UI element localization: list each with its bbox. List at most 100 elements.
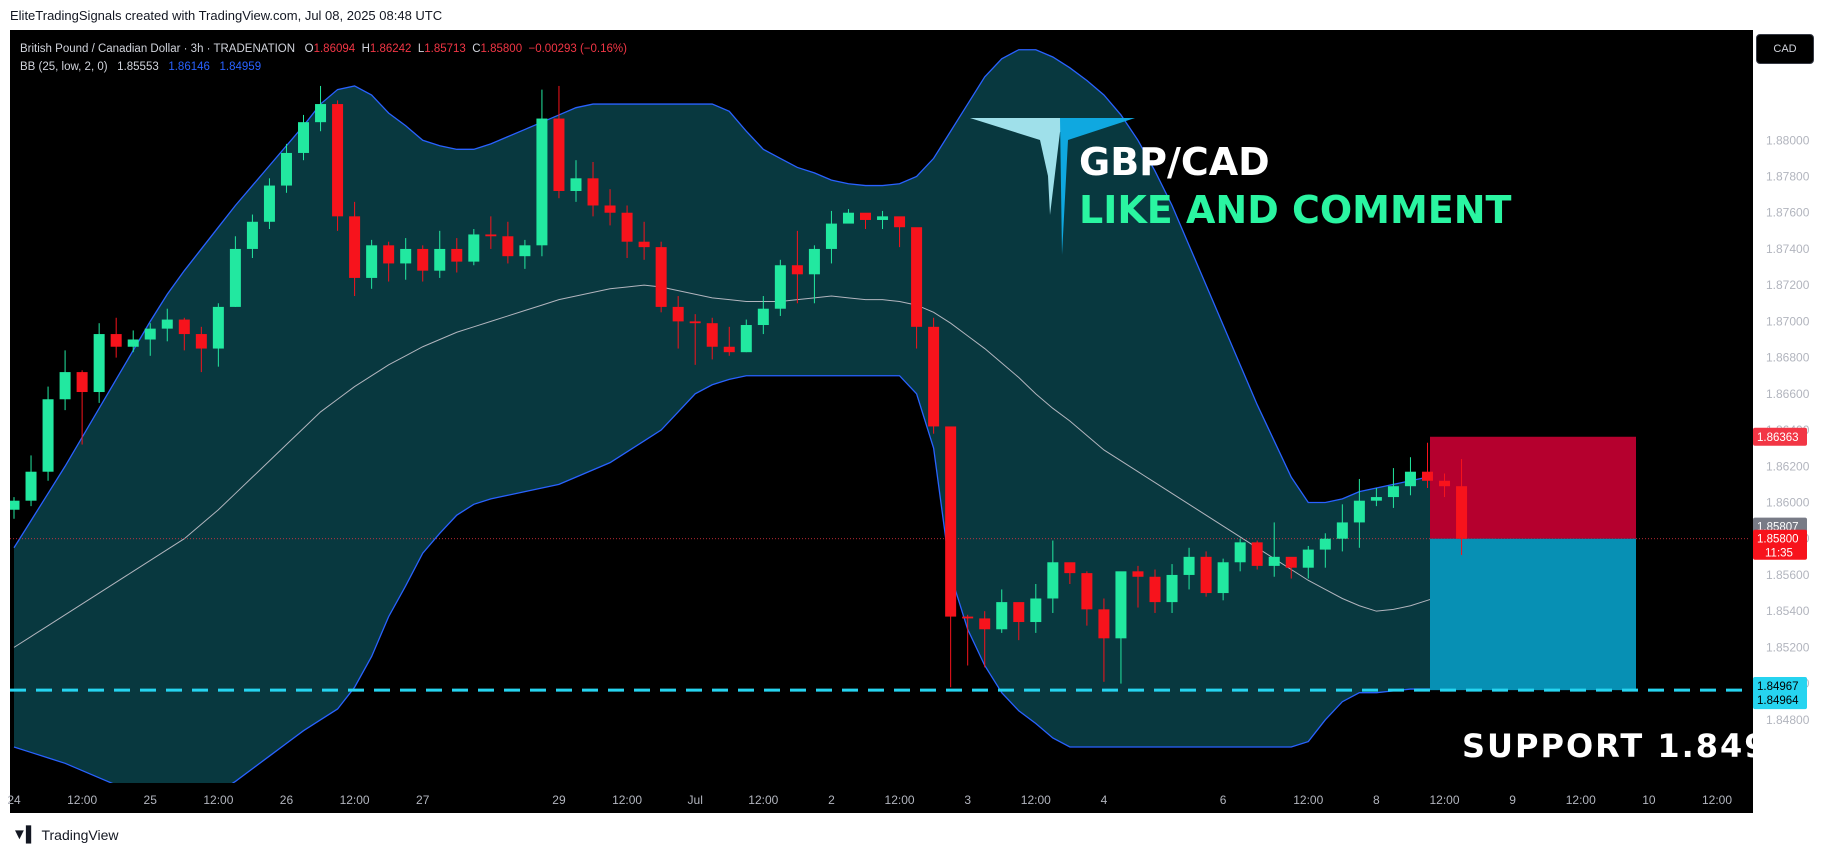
candle-body bbox=[127, 339, 139, 347]
y-tick-label: 1.85200 bbox=[1766, 640, 1810, 654]
candle-body bbox=[911, 227, 923, 327]
x-tick-label: 25 bbox=[144, 793, 158, 807]
low-label: L bbox=[417, 43, 425, 55]
candle-body bbox=[144, 328, 156, 340]
currency-button[interactable]: CAD bbox=[1756, 34, 1814, 64]
candle-body bbox=[178, 319, 190, 335]
candle-body bbox=[1456, 486, 1468, 539]
candle-body bbox=[962, 616, 974, 619]
tradingview-logo-icon: ▼▌ bbox=[12, 826, 37, 843]
x-tick-label: 4 bbox=[1101, 793, 1108, 807]
x-tick-label: Jul bbox=[688, 793, 703, 807]
x-tick-label: 26 bbox=[280, 793, 294, 807]
candle-body bbox=[774, 265, 786, 309]
candle-body bbox=[332, 104, 344, 217]
tradingview-brand[interactable]: ▼▌ TradingView bbox=[12, 826, 119, 843]
bollinger-upper-line bbox=[13, 49, 1496, 549]
candle-body bbox=[1030, 598, 1042, 623]
candle-body bbox=[1200, 556, 1212, 594]
x-tick-label: 12:00 bbox=[340, 793, 370, 807]
candle-body bbox=[1319, 538, 1331, 550]
candle-body bbox=[25, 471, 37, 501]
candle-body bbox=[434, 248, 446, 271]
candle-body bbox=[383, 245, 395, 264]
x-tick-label: 12:00 bbox=[203, 793, 233, 807]
candle-body bbox=[485, 234, 497, 237]
candle-body bbox=[263, 185, 275, 222]
candle-body bbox=[570, 178, 582, 191]
candle-body bbox=[1149, 576, 1161, 603]
candle-body bbox=[315, 104, 327, 123]
bollinger-lower-line bbox=[13, 375, 1496, 783]
candle-body bbox=[1336, 522, 1348, 539]
candle-body bbox=[93, 334, 105, 393]
candle-body bbox=[1439, 480, 1451, 487]
change-value: −0.00293 (−0.16%) bbox=[528, 43, 627, 55]
x-tick-label: 12:00 bbox=[748, 793, 778, 807]
stop-price-tag bbox=[1753, 427, 1807, 446]
candle-body bbox=[1115, 571, 1127, 639]
candle-body bbox=[161, 319, 173, 329]
bb-row: BB (25, low, 2, 0) 1.85553 1.86146 1.849… bbox=[20, 58, 627, 76]
support-top-price-tag bbox=[1753, 676, 1807, 695]
x-tick-label: 6 bbox=[1220, 793, 1227, 807]
brand-name: TradingView bbox=[41, 826, 119, 843]
bb-label[interactable]: BB (25, low, 2, 0) bbox=[20, 61, 108, 73]
close-label: C bbox=[472, 43, 481, 55]
candle-body bbox=[791, 265, 803, 275]
x-tick-label: 3 bbox=[964, 793, 971, 807]
candle-body bbox=[723, 346, 735, 353]
chart-caption: EliteTradingSignals created with Trading… bbox=[10, 8, 443, 23]
support-bottom-price-text: 1.84964 bbox=[1757, 695, 1799, 707]
candle-body bbox=[894, 216, 906, 228]
low-value: 1.85713 bbox=[424, 43, 466, 55]
candle-body bbox=[195, 334, 207, 349]
close-value: 1.85800 bbox=[480, 43, 523, 55]
bollinger-band-fill bbox=[14, 49, 1496, 783]
y-tick-label: 1.84800 bbox=[1766, 713, 1810, 727]
candle-body bbox=[1217, 562, 1229, 594]
symbol-title[interactable]: British Pound / Canadian Dollar · 3h · T… bbox=[20, 43, 296, 55]
candle-body bbox=[757, 308, 769, 326]
support-bottom-price-tag bbox=[1753, 691, 1807, 710]
candle-body bbox=[587, 178, 599, 206]
y-tick-label: 1.86600 bbox=[1766, 387, 1810, 401]
candle-body bbox=[689, 321, 701, 324]
take-profit-zone bbox=[1430, 538, 1636, 691]
chart-legend: British Pound / Canadian Dollar · 3h · T… bbox=[20, 40, 627, 76]
open-value: 1.86094 bbox=[313, 43, 356, 55]
candle-body bbox=[1064, 562, 1076, 574]
candle-body bbox=[638, 241, 650, 248]
open-label: O bbox=[304, 43, 314, 55]
y-tick-label: 1.86800 bbox=[1766, 351, 1810, 365]
y-tick-label: 1.86200 bbox=[1766, 459, 1810, 473]
candle-body bbox=[877, 216, 889, 220]
x-tick-label: 8 bbox=[1373, 793, 1380, 807]
plot-layer bbox=[10, 49, 1748, 783]
candle-body bbox=[1268, 556, 1280, 566]
x-tick-label: 12:00 bbox=[1566, 793, 1596, 807]
support-label: SUPPORT 1.849 bbox=[1462, 727, 1769, 765]
candle-body bbox=[1421, 471, 1433, 481]
overlay-title: GBP/CAD bbox=[1079, 140, 1270, 184]
candle-body bbox=[42, 399, 54, 472]
high-label: H bbox=[361, 43, 370, 55]
candle-body bbox=[825, 223, 837, 249]
candle-body bbox=[1183, 556, 1195, 575]
logo-arrow-icon bbox=[1060, 118, 1135, 255]
y-tick-label: 1.87400 bbox=[1766, 242, 1810, 256]
high-value: 1.86242 bbox=[369, 43, 412, 55]
ohlc-row: British Pound / Canadian Dollar · 3h · T… bbox=[20, 40, 627, 58]
x-tick-label: 12:00 bbox=[67, 793, 97, 807]
candle-body bbox=[298, 122, 310, 153]
x-tick-label: 24 bbox=[7, 793, 21, 807]
logo-arrow-icon bbox=[970, 118, 1130, 215]
candle-body bbox=[996, 602, 1008, 630]
candle-body bbox=[451, 248, 463, 262]
bb-lower-value: 1.84959 bbox=[219, 61, 262, 73]
bb-upper-value: 1.86146 bbox=[168, 61, 210, 73]
candle-body bbox=[59, 372, 71, 400]
candle-body bbox=[553, 118, 565, 191]
x-tick-label: 29 bbox=[552, 793, 566, 807]
